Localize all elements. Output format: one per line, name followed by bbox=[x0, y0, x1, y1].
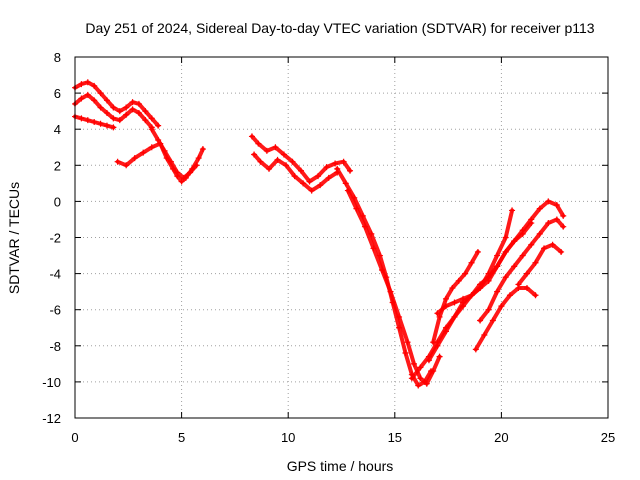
x-tick-label: 10 bbox=[281, 430, 295, 445]
series-trace bbox=[73, 92, 154, 130]
series-arc6 bbox=[248, 133, 354, 185]
x-tick-label: 0 bbox=[71, 430, 78, 445]
chart-title: Day 251 of 2024, Sidereal Day-to-day VTE… bbox=[85, 20, 594, 36]
series-trace bbox=[345, 188, 442, 386]
y-tick-label: 8 bbox=[54, 50, 61, 65]
series-trace bbox=[149, 127, 199, 180]
series-arc16 bbox=[515, 241, 565, 288]
y-tick-label: 4 bbox=[54, 122, 61, 137]
x-axis-label: GPS time / hours bbox=[287, 458, 394, 474]
series-trace bbox=[73, 80, 161, 128]
series-trace bbox=[435, 199, 566, 316]
y-tick-label: -2 bbox=[49, 231, 61, 246]
series-trace bbox=[478, 217, 566, 323]
series-arc9 bbox=[344, 187, 443, 387]
x-tick-label: 20 bbox=[494, 430, 508, 445]
series-trace bbox=[516, 242, 564, 287]
grid-layer bbox=[75, 57, 608, 418]
y-tick-label: -8 bbox=[49, 339, 61, 354]
series-arc14 bbox=[472, 285, 539, 353]
y-tick-label: -6 bbox=[49, 303, 61, 318]
series-arc15 bbox=[477, 216, 567, 324]
series-trace bbox=[473, 286, 538, 352]
tick-layer: 0 5 10 15 20 25 -12 -10 -8 -6 -4 -2 0 2 4 6 8 bbox=[42, 50, 615, 445]
y-tick-label: 6 bbox=[54, 86, 61, 101]
x-tick-label: 5 bbox=[178, 430, 185, 445]
series-arc13 bbox=[434, 198, 567, 317]
x-tick-label: 15 bbox=[388, 430, 402, 445]
y-tick-label: -10 bbox=[42, 375, 61, 390]
data-layer bbox=[72, 79, 567, 389]
x-tick-label: 25 bbox=[601, 430, 615, 445]
series-trace bbox=[73, 114, 116, 130]
y-tick-label: 0 bbox=[54, 194, 61, 209]
series-arc12 bbox=[430, 248, 481, 346]
series-trace bbox=[250, 134, 352, 184]
series-arc5 bbox=[148, 126, 200, 181]
series-trace bbox=[252, 152, 340, 193]
y-tick-label: -4 bbox=[49, 267, 61, 282]
series-arc3 bbox=[72, 113, 117, 131]
series-trace bbox=[431, 249, 480, 345]
y-tick-label: -12 bbox=[42, 411, 61, 426]
y-axis-label: SDTVAR / TECUs bbox=[6, 182, 22, 294]
y-tick-label: 2 bbox=[54, 158, 61, 173]
